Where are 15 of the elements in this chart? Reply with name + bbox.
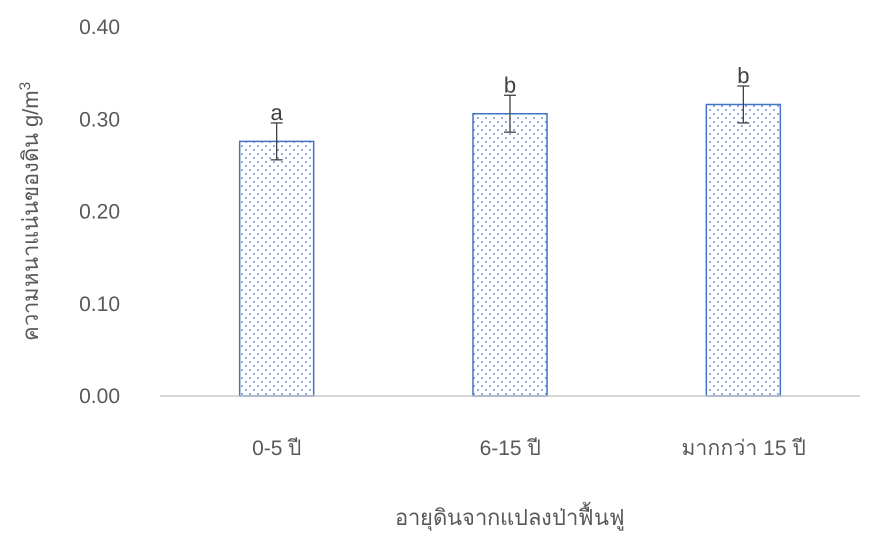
x-axis-title: อายุดินจากแปลงป่าฟื้นฟู (395, 502, 625, 531)
bar (472, 112, 548, 397)
y-tick-label: 0.20 (79, 200, 120, 224)
annotation: b (737, 63, 750, 88)
y-tick-label: 0.30 (79, 108, 120, 132)
x-tick-label: 0-5 ปี (252, 437, 302, 460)
x-tick-label: 6-15 ปี (480, 437, 540, 460)
annotation: a (270, 100, 284, 125)
y-tick-label: 0.10 (79, 292, 120, 316)
annotation: b (504, 72, 516, 98)
y-tick-label: 0.00 (79, 385, 120, 408)
bar (238, 140, 314, 397)
bar (706, 104, 782, 397)
x-tick-label: มากกว่า 15 ปี (681, 437, 806, 460)
y-tick-label: 0.40 (79, 16, 120, 39)
